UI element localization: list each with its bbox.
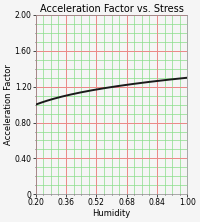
Title: Acceleration Factor vs. Stress: Acceleration Factor vs. Stress	[40, 4, 183, 14]
X-axis label: Humidity: Humidity	[92, 209, 131, 218]
Y-axis label: Acceleration Factor: Acceleration Factor	[4, 64, 13, 145]
